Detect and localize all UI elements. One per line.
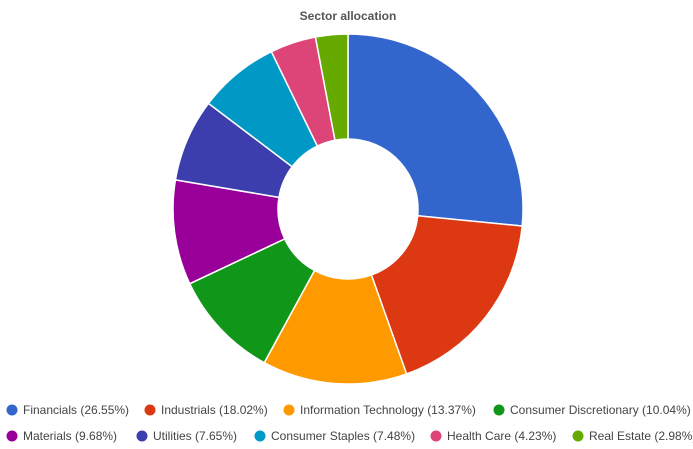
- legend-marker: [144, 404, 156, 416]
- legend-marker: [493, 404, 505, 416]
- legend-marker: [136, 430, 148, 442]
- legend-marker: [254, 430, 266, 442]
- donut-slice: [347, 33, 524, 227]
- legend-label[interactable]: Health Care (4.23%): [447, 429, 556, 443]
- legend-label[interactable]: Real Estate (2.98%): [589, 429, 693, 443]
- legend-label[interactable]: Consumer Staples (7.48%): [271, 429, 415, 443]
- legend-label[interactable]: Consumer Discretionary (10.04%): [510, 403, 691, 417]
- donut-slice: [314, 33, 349, 142]
- legend-marker: [6, 404, 18, 416]
- legend-label[interactable]: Industrials (18.02%): [161, 403, 268, 417]
- legend-label[interactable]: Financials (26.55%): [23, 403, 129, 417]
- chart-title: Sector allocation: [300, 9, 397, 23]
- legend-marker: [572, 430, 584, 442]
- legend-marker: [283, 404, 295, 416]
- legend-label[interactable]: Materials (9.68%): [23, 429, 117, 443]
- donut-slice: [370, 214, 523, 375]
- legend-marker: [6, 430, 18, 442]
- legend-label[interactable]: Utilities (7.65%): [153, 429, 237, 443]
- legend-label[interactable]: Information Technology (13.37%): [300, 403, 476, 417]
- legend-marker: [430, 430, 442, 442]
